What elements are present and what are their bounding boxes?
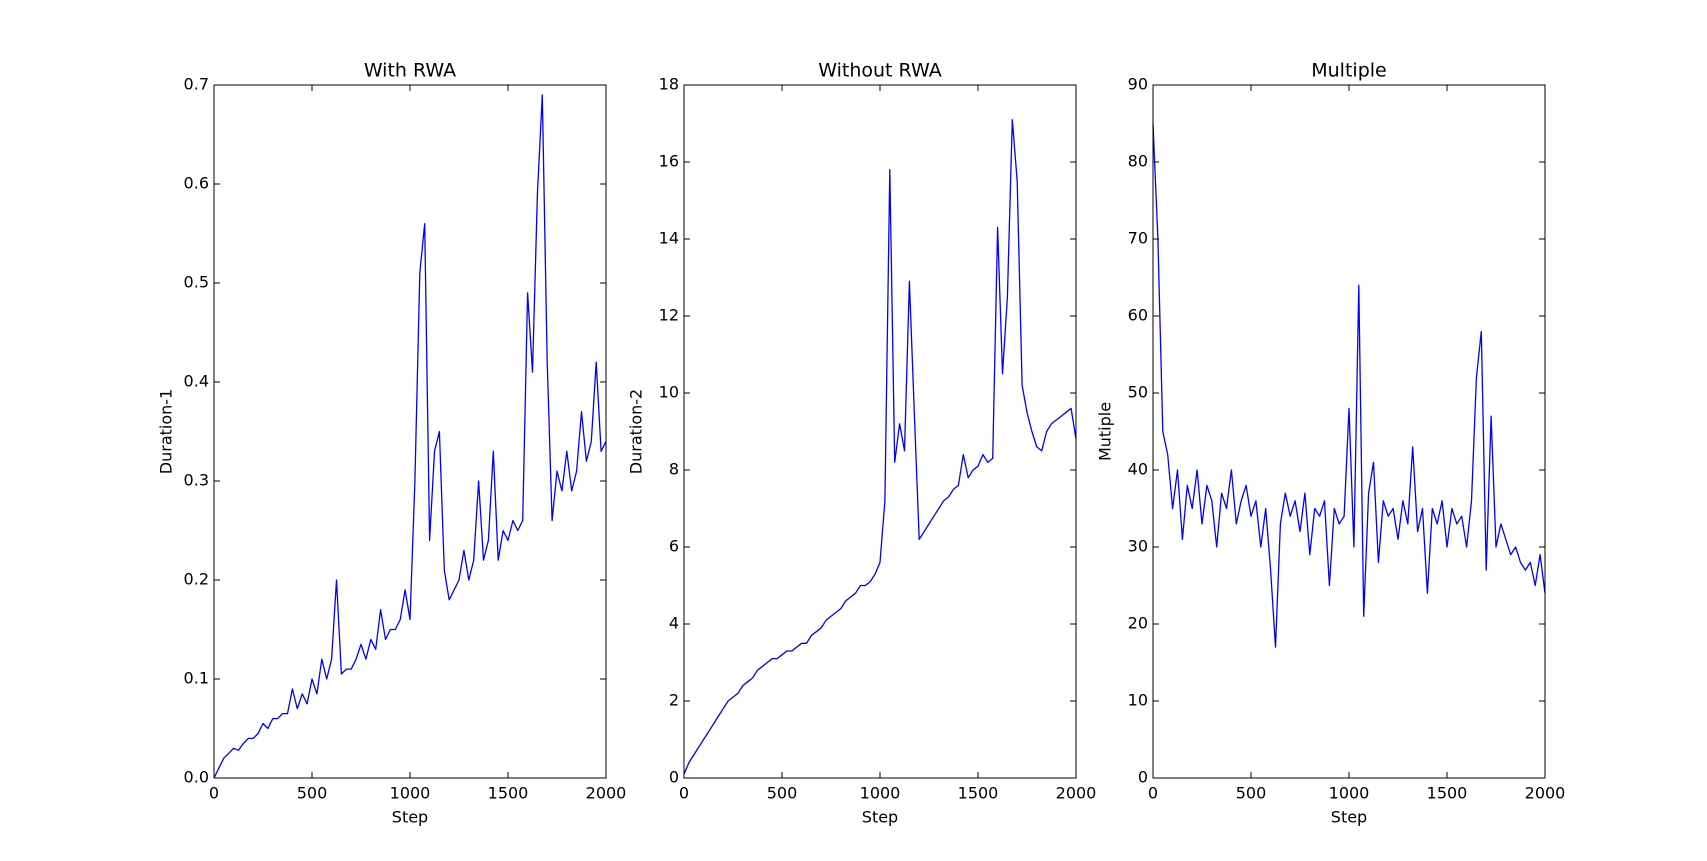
x-tick-label: 500 (1236, 784, 1267, 803)
y-tick-label: 8 (669, 460, 679, 479)
y-tick-label: 10 (659, 383, 679, 402)
y-tick-label: 50 (1128, 383, 1148, 402)
y-tick-label: 16 (659, 152, 679, 171)
y-tick-label: 12 (659, 306, 679, 325)
x-axis-label: Step (1331, 808, 1367, 827)
subplot-title: With RWA (364, 60, 456, 82)
y-tick-label: 40 (1128, 460, 1148, 479)
x-tick-label: 1500 (488, 784, 529, 803)
axes-frame (1152, 84, 1546, 779)
x-tick-label: 0 (679, 784, 689, 803)
x-tick-label: 0 (209, 784, 219, 803)
y-tick-label: 0.6 (184, 174, 209, 193)
y-tick-label: 70 (1128, 229, 1148, 248)
x-tick-label: 1000 (860, 784, 901, 803)
y-tick-label: 10 (1128, 691, 1148, 710)
y-tick-label: 0.3 (184, 471, 209, 490)
y-axis-label: Duration-2 (627, 389, 646, 474)
x-tick-label: 2000 (1525, 784, 1566, 803)
y-tick-label: 30 (1128, 537, 1148, 556)
x-axis-label: Step (862, 808, 898, 827)
data-line (1152, 123, 1546, 648)
y-tick-label: 18 (659, 75, 679, 94)
y-tick-label: 0 (669, 768, 679, 787)
x-tick-label: 2000 (1056, 784, 1097, 803)
x-tick-label: 2000 (586, 784, 627, 803)
data-line (683, 118, 1077, 775)
y-tick-label: 0.5 (184, 273, 209, 292)
x-tick-label: 0 (1148, 784, 1158, 803)
subplot-title: Multiple (1311, 60, 1386, 82)
y-tick-label: 0.2 (184, 570, 209, 589)
x-tick-label: 1000 (1329, 784, 1370, 803)
y-tick-label: 20 (1128, 614, 1148, 633)
x-tick-label: 500 (297, 784, 328, 803)
y-tick-label: 0.7 (184, 75, 209, 94)
y-tick-label: 0.1 (184, 669, 209, 688)
x-axis-label: Step (392, 808, 428, 827)
y-tick-label: 90 (1128, 75, 1148, 94)
x-tick-label: 500 (767, 784, 798, 803)
y-tick-label: 6 (669, 537, 679, 556)
y-tick-label: 60 (1128, 306, 1148, 325)
y-tick-label: 80 (1128, 152, 1148, 171)
y-tick-label: 0 (1138, 768, 1148, 787)
y-tick-label: 2 (669, 691, 679, 710)
y-axis-label: Duration-1 (157, 389, 176, 474)
y-tick-label: 0.0 (184, 768, 209, 787)
axes-frame (683, 84, 1077, 779)
axes-frame (213, 84, 607, 779)
data-line (213, 94, 607, 779)
x-tick-label: 1500 (958, 784, 999, 803)
subplot-title: Without RWA (818, 60, 941, 82)
y-tick-label: 4 (669, 614, 679, 633)
y-tick-label: 0.4 (184, 372, 209, 391)
y-tick-label: 14 (659, 229, 679, 248)
y-axis-label: Mutiple (1096, 402, 1115, 461)
x-tick-label: 1500 (1427, 784, 1468, 803)
x-tick-label: 1000 (390, 784, 431, 803)
